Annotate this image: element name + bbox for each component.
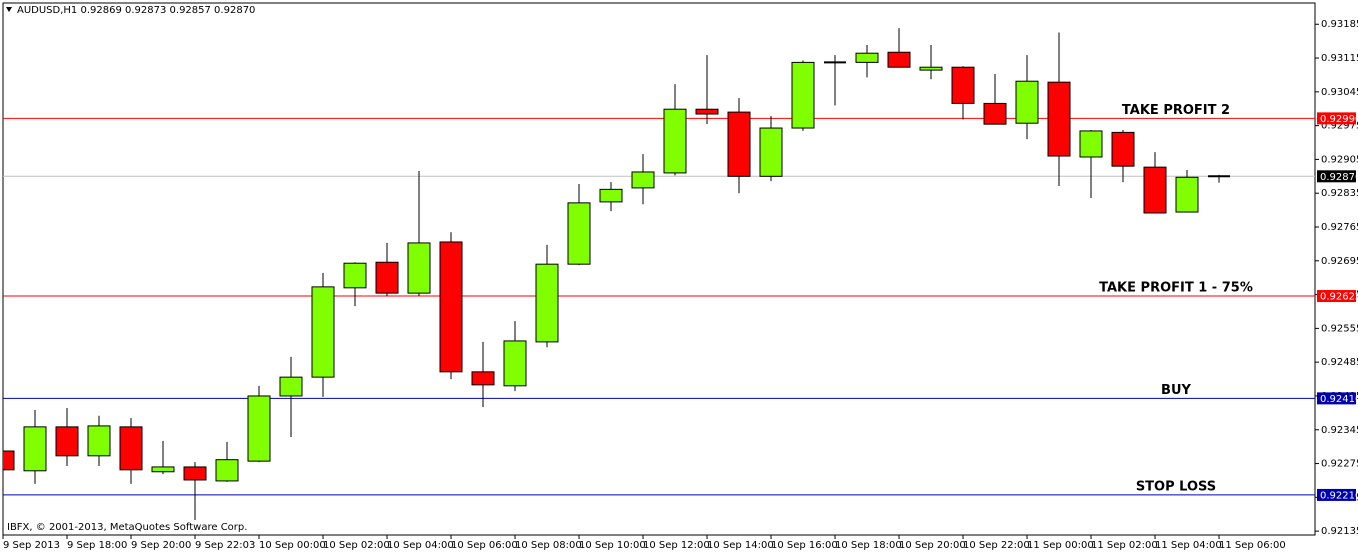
- candle-body: [1111, 131, 1135, 167]
- x-tick-label: 10 Sep 06:00: [451, 540, 518, 551]
- candle-body: [791, 61, 815, 129]
- candle-body: [215, 459, 239, 482]
- x-tick-label: 10 Sep 08:00: [515, 540, 582, 551]
- x-tick-label: 11 Sep 06:00: [1219, 540, 1286, 551]
- x-tick-label: 10 Sep 10:00: [579, 540, 646, 551]
- level-annotation: TAKE PROFIT 2: [1122, 103, 1230, 118]
- y-tick-label: 0.92835: [1321, 188, 1358, 199]
- x-tick-label: 11 Sep 02:00: [1091, 540, 1158, 551]
- candle-body: [759, 127, 783, 177]
- x-tick-label: 11 Sep 00:00: [1027, 540, 1094, 551]
- candle-body: [23, 426, 47, 472]
- y-tick-label: 0.92695: [1321, 256, 1358, 267]
- price-label-box: [1317, 170, 1356, 183]
- candle-body: [1079, 130, 1103, 158]
- x-tick-label: 10 Sep 20:00: [899, 540, 966, 551]
- x-tick-label: 10 Sep 04:00: [387, 540, 454, 551]
- x-tick-label: 9 Sep 18:00: [67, 540, 127, 551]
- candle-body: [1015, 80, 1039, 124]
- candle-body: [311, 286, 335, 378]
- candle-body: [983, 102, 1007, 125]
- x-tick-label: 10 Sep 00:00: [259, 540, 326, 551]
- candle-body: [471, 371, 495, 386]
- price-label-box: [1317, 392, 1356, 405]
- candle-body: [279, 376, 303, 397]
- candle-body: [375, 261, 399, 294]
- x-tick-label: 10 Sep 22:00: [963, 540, 1030, 551]
- price-label: 0.92870: [1320, 172, 1358, 183]
- candle-body: [1047, 81, 1071, 157]
- candle-body: [439, 241, 463, 373]
- candle-body: [631, 171, 655, 189]
- candle-body: [887, 51, 911, 68]
- candle-body: [919, 66, 943, 71]
- x-tick-label: 11 Sep 04:00: [1155, 540, 1222, 551]
- price-label: 0.92210: [1320, 490, 1358, 501]
- candles: [3, 28, 1230, 521]
- level-annotation: STOP LOSS: [1136, 479, 1216, 494]
- x-tick-label: 10 Sep 16:00: [771, 540, 838, 551]
- y-tick-label: 0.93045: [1321, 87, 1358, 98]
- price-label-box: [1317, 488, 1356, 501]
- candle-body: [119, 426, 143, 471]
- candle-body: [855, 52, 879, 63]
- plot-frame: [2, 2, 1316, 536]
- price-label: 0.92990: [1320, 114, 1358, 125]
- candle-body: [1175, 176, 1199, 213]
- candle-body: [343, 262, 367, 289]
- candle-body: [87, 425, 111, 457]
- candle-body: [151, 466, 175, 473]
- x-tick-label: 10 Sep 12:00: [643, 540, 710, 551]
- price-label-box: [1317, 290, 1356, 303]
- plot-area: [3, 117, 1315, 496]
- price-label: 0.92410: [1320, 394, 1358, 405]
- level-annotation: BUY: [1161, 383, 1191, 398]
- candle-body: [727, 111, 751, 177]
- candle-body: [695, 108, 719, 115]
- copyright: IBFX, © 2001-2013, MetaQuotes Software C…: [7, 522, 247, 533]
- candle-body: [247, 395, 271, 462]
- candle-body: [55, 426, 79, 457]
- x-tick-label: 10 Sep 02:00: [323, 540, 390, 551]
- x-tick-label: 9 Sep 2013: [3, 540, 60, 551]
- menu-arrow[interactable]: [6, 7, 12, 12]
- y-tick-label: 0.92975: [1321, 121, 1358, 132]
- y-tick-label: 0.92345: [1321, 425, 1358, 436]
- candle-body: [3, 450, 15, 471]
- chart-header: AUDUSD,H1 0.92869 0.92873 0.92857 0.9287…: [17, 5, 255, 16]
- price-label-box: [1317, 112, 1356, 125]
- candle-body: [407, 242, 431, 294]
- y-tick-label: 0.92275: [1321, 459, 1358, 470]
- candle-body: [599, 188, 623, 203]
- x-tick-label: 10 Sep 14:00: [707, 540, 774, 551]
- y-tick-label: 0.93115: [1321, 53, 1358, 64]
- level-annotation: TAKE PROFIT 1 - 75%: [1099, 281, 1253, 296]
- candle-body: [503, 340, 527, 387]
- x-tick-label: 10 Sep 18:00: [835, 540, 902, 551]
- axes: 0.93185 0.93115 0.93045 0.92975 0.92905 0.928…: [2, 19, 1358, 551]
- y-tick-label: 0.92135: [1321, 526, 1358, 537]
- candle-body: [535, 263, 559, 343]
- x-tick-label: 9 Sep 22:03: [195, 540, 255, 551]
- x-tick-label: 9 Sep 20:00: [131, 540, 191, 551]
- y-tick-label: 0.92765: [1321, 222, 1358, 233]
- y-tick-label: 0.93185: [1321, 19, 1358, 30]
- price-label: 0.92622: [1320, 292, 1358, 303]
- y-tick-label: 0.92485: [1321, 357, 1358, 368]
- y-tick-label: 0.92555: [1321, 323, 1358, 334]
- candle-body: [183, 466, 207, 481]
- candle-body: [567, 202, 591, 265]
- candle-body: [951, 66, 975, 104]
- candle-body: [663, 108, 687, 174]
- y-tick-label: 0.92905: [1321, 154, 1358, 165]
- candle-body: [1143, 166, 1167, 214]
